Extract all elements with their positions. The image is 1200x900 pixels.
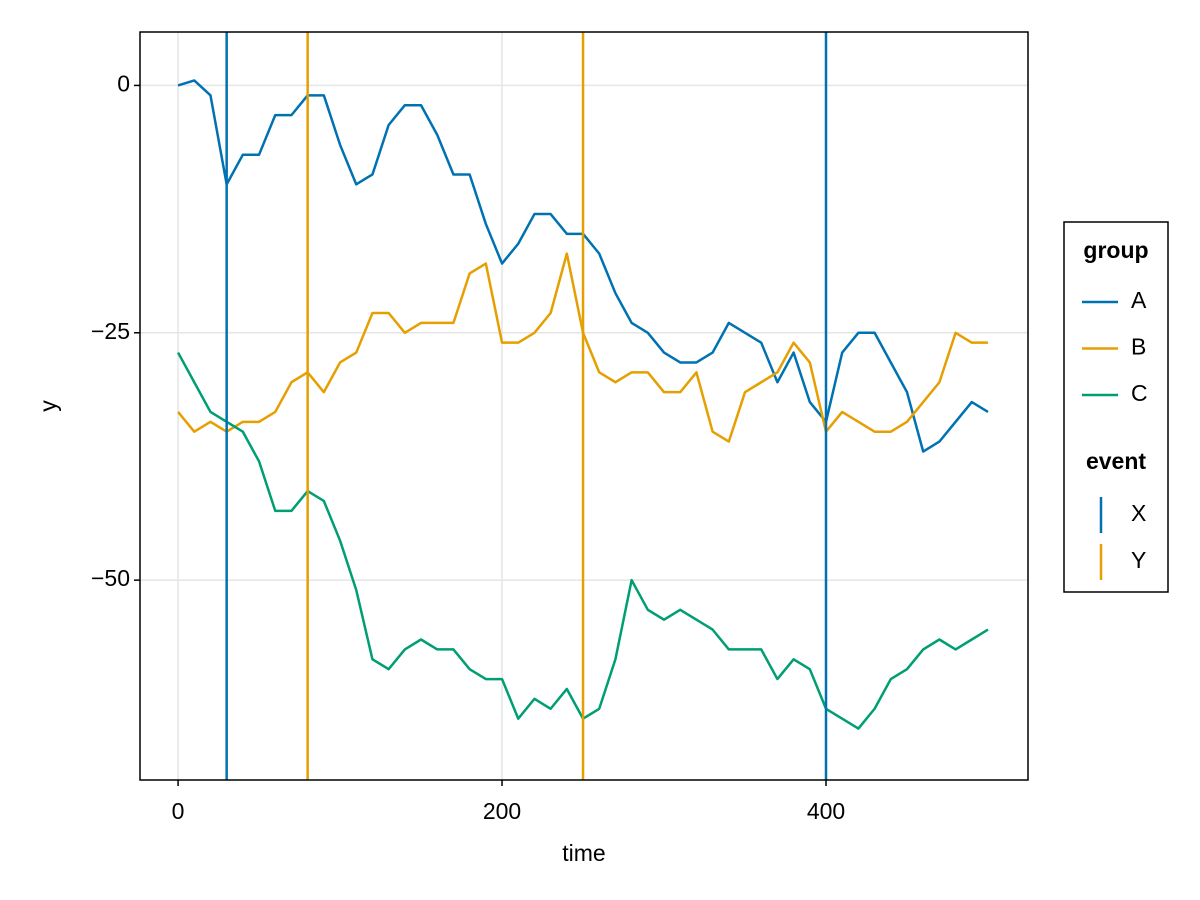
legend-label: B <box>1131 334 1146 360</box>
y-tick-label: −50 <box>91 565 130 591</box>
legend-title: group <box>1083 237 1148 263</box>
legend-label: X <box>1131 500 1146 526</box>
legend-label: Y <box>1131 547 1146 573</box>
legend-label: C <box>1131 380 1148 406</box>
legend-title: event <box>1086 448 1146 474</box>
y-tick-label: 0 <box>117 71 130 97</box>
y-axis-label: y <box>35 400 61 412</box>
legend-box <box>1063 221 1169 593</box>
legend-label: A <box>1131 287 1147 313</box>
plot-frame <box>139 31 1029 781</box>
x-axis-label: time <box>562 840 605 866</box>
x-tick-label: 200 <box>483 798 521 824</box>
x-tick-label: 400 <box>807 798 845 824</box>
y-tick-label: −25 <box>91 318 130 344</box>
x-tick-label: 0 <box>172 798 185 824</box>
